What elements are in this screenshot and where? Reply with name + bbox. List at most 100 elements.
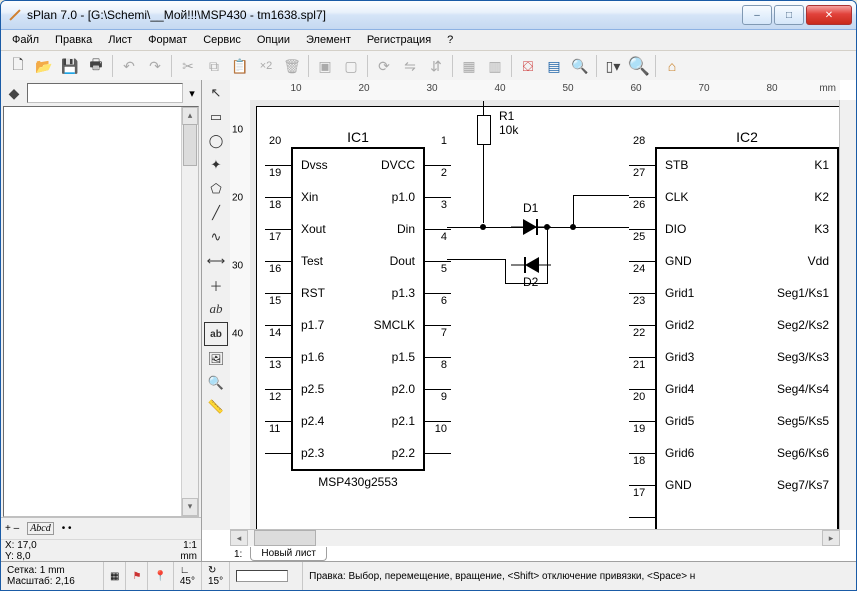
special-tool-icon[interactable]: ✦ [205,154,227,176]
menu-element[interactable]: Элемент [299,32,358,48]
r1-name: R1 [499,109,514,123]
canvas-wrap: ↖ ▭ ◯ ✦ ⬠ ╱ ∿ ⟷ ＋ ab ab 🖼 🔍 📏 mm 1020304… [202,80,856,562]
pin-icon[interactable]: 📍 [154,571,166,582]
save-icon[interactable]: 💾 [58,54,82,78]
page: IC1 MSP430g2553 20DvssDVCC119Xinp1.0218X… [256,106,840,530]
menu-options[interactable]: Опции [250,32,297,48]
ic1[interactable]: IC1 MSP430g2553 20DvssDVCC119Xinp1.0218X… [291,147,425,471]
ic2[interactable]: IC2 28STBK127CLKK226DIOK325GNDVdd24Grid1… [655,147,839,530]
minimize-button[interactable]: – [742,5,772,25]
copy-icon[interactable]: ⧉ [202,54,226,78]
flag-icon[interactable]: ⚑ [132,571,141,582]
status-hint: Правка: Выбор, перемещение, вращение, <S… [309,571,850,582]
ruler-horizontal: mm 1020304050607080 [230,80,840,101]
new-icon[interactable]: 🗋 [6,54,30,78]
d2[interactable]: D2 [511,253,551,280]
dots-label: • • [62,523,72,534]
back-icon[interactable]: ▢ [339,54,363,78]
library-select[interactable] [27,83,183,103]
circle-tool-icon[interactable]: ◯ [205,130,227,152]
d1-label: D1 [523,201,538,215]
canvas-hscroll[interactable]: ◂ ▸ [230,529,840,546]
open-icon[interactable]: 📂 [32,54,56,78]
paste-icon[interactable]: 📋 [228,54,252,78]
scroll-down-icon[interactable]: ▾ [182,498,198,516]
label-tool-icon[interactable]: ab [204,322,228,346]
list-icon[interactable]: ▤ [542,54,566,78]
bezier-tool-icon[interactable]: ∿ [205,226,227,248]
flip-h-icon[interactable]: ⇋ [398,54,422,78]
rotate-icon[interactable]: ⟳ [372,54,396,78]
ungroup-icon[interactable]: ▥ [483,54,507,78]
find-icon[interactable]: 🔍 [568,54,592,78]
ruler-tick: 30 [426,83,437,94]
close-button[interactable]: ✕ [806,5,852,25]
cut-icon[interactable]: ✂ [176,54,200,78]
pin-row: 15p1.7SMCLK6 [293,309,423,341]
d1[interactable]: D1 [511,215,551,242]
canvas[interactable]: IC1 MSP430g2553 20DvssDVCC119Xinp1.0218X… [250,100,840,530]
grid-icon[interactable]: ▦ [110,571,119,582]
library-scroll[interactable]: ▴ ▾ [181,107,198,516]
pin-row: 12p2.4p2.19 [293,405,423,437]
lib-dropdown-icon[interactable]: ▾ [185,87,199,100]
sheet-tab-label: Новый лист [261,548,316,559]
undo-icon[interactable]: ↶ [117,54,141,78]
wire [573,195,629,196]
delete-icon[interactable]: 🗑 [280,54,304,78]
pin-row: 17TestDout4 [293,245,423,277]
front-icon[interactable]: ▣ [313,54,337,78]
menu-sheet[interactable]: Лист [101,32,139,48]
maximize-button[interactable]: □ [774,5,804,25]
canvas-vscroll[interactable] [839,100,856,530]
home-icon[interactable]: ⌂ [660,54,684,78]
zoom-icon[interactable]: 🔍 [627,54,651,78]
snap-icon[interactable]: ⛋ [516,54,540,78]
poly-tool-icon[interactable]: ⬠ [205,178,227,200]
group-icon[interactable]: ▦ [457,54,481,78]
wire [587,227,629,228]
image-tool-icon[interactable]: 🖼 [205,348,227,370]
menu-file[interactable]: Файл [5,32,46,48]
menu-format[interactable]: Формат [141,32,194,48]
ruler-tick: 50 [562,83,573,94]
app-icon [7,7,23,23]
node [480,224,486,230]
flip-v-icon[interactable]: ⇵ [424,54,448,78]
pin-row: 11p2.3p2.210 [293,437,423,469]
redo-icon[interactable]: ↷ [143,54,167,78]
hscroll-right-icon[interactable]: ▸ [822,530,840,546]
dup-icon[interactable]: ×2 [254,54,278,78]
color-swatch[interactable] [236,570,288,582]
rect-tool-icon[interactable]: ▭ [205,106,227,128]
measure-tool-icon[interactable]: 📏 [205,396,227,418]
library-list[interactable]: ▴ ▾ [3,106,199,517]
cursor-tool-icon[interactable]: ↖ [205,82,227,104]
menu-register[interactable]: Регистрация [360,32,438,48]
title-bar: sPlan 7.0 - [G:\Schemi\__Мой!!!\MSP430 -… [1,1,856,30]
menu-bar: Файл Правка Лист Формат Сервис Опции Эле… [1,30,856,51]
scroll-thumb[interactable] [183,124,197,166]
text-tool-icon[interactable]: ab [205,298,227,320]
scroll-up-icon[interactable]: ▴ [182,107,198,125]
status-grid: Сетка: 1 mm [7,565,97,576]
lib-icon[interactable]: ◆ [4,84,24,102]
ic1-title: IC1 [293,129,423,145]
menu-edit[interactable]: Правка [48,32,99,48]
hscroll-thumb[interactable] [254,530,316,546]
dim-tool-icon[interactable]: ⟷ [205,250,227,272]
pin-row: 20Grid5Seg5/Ks5 [657,405,837,437]
menu-help[interactable]: ? [440,32,460,48]
pin-row: 17 [657,501,837,530]
sheet-tab[interactable]: Новый лист [250,547,327,561]
ic2-title: IC2 [657,129,837,145]
zoom-tool-icon[interactable]: 🔍 [205,372,227,394]
zoom-plus-minus[interactable]: + – [5,523,19,534]
node-tool-icon[interactable]: ＋ [205,274,227,296]
print-icon[interactable]: 🖶 [84,54,108,78]
pin-row: 27CLKK2 [657,181,837,213]
page-icon[interactable]: ▯▾ [601,54,625,78]
hscroll-left-icon[interactable]: ◂ [230,530,248,546]
menu-service[interactable]: Сервис [196,32,248,48]
line-tool-icon[interactable]: ╱ [205,202,227,224]
